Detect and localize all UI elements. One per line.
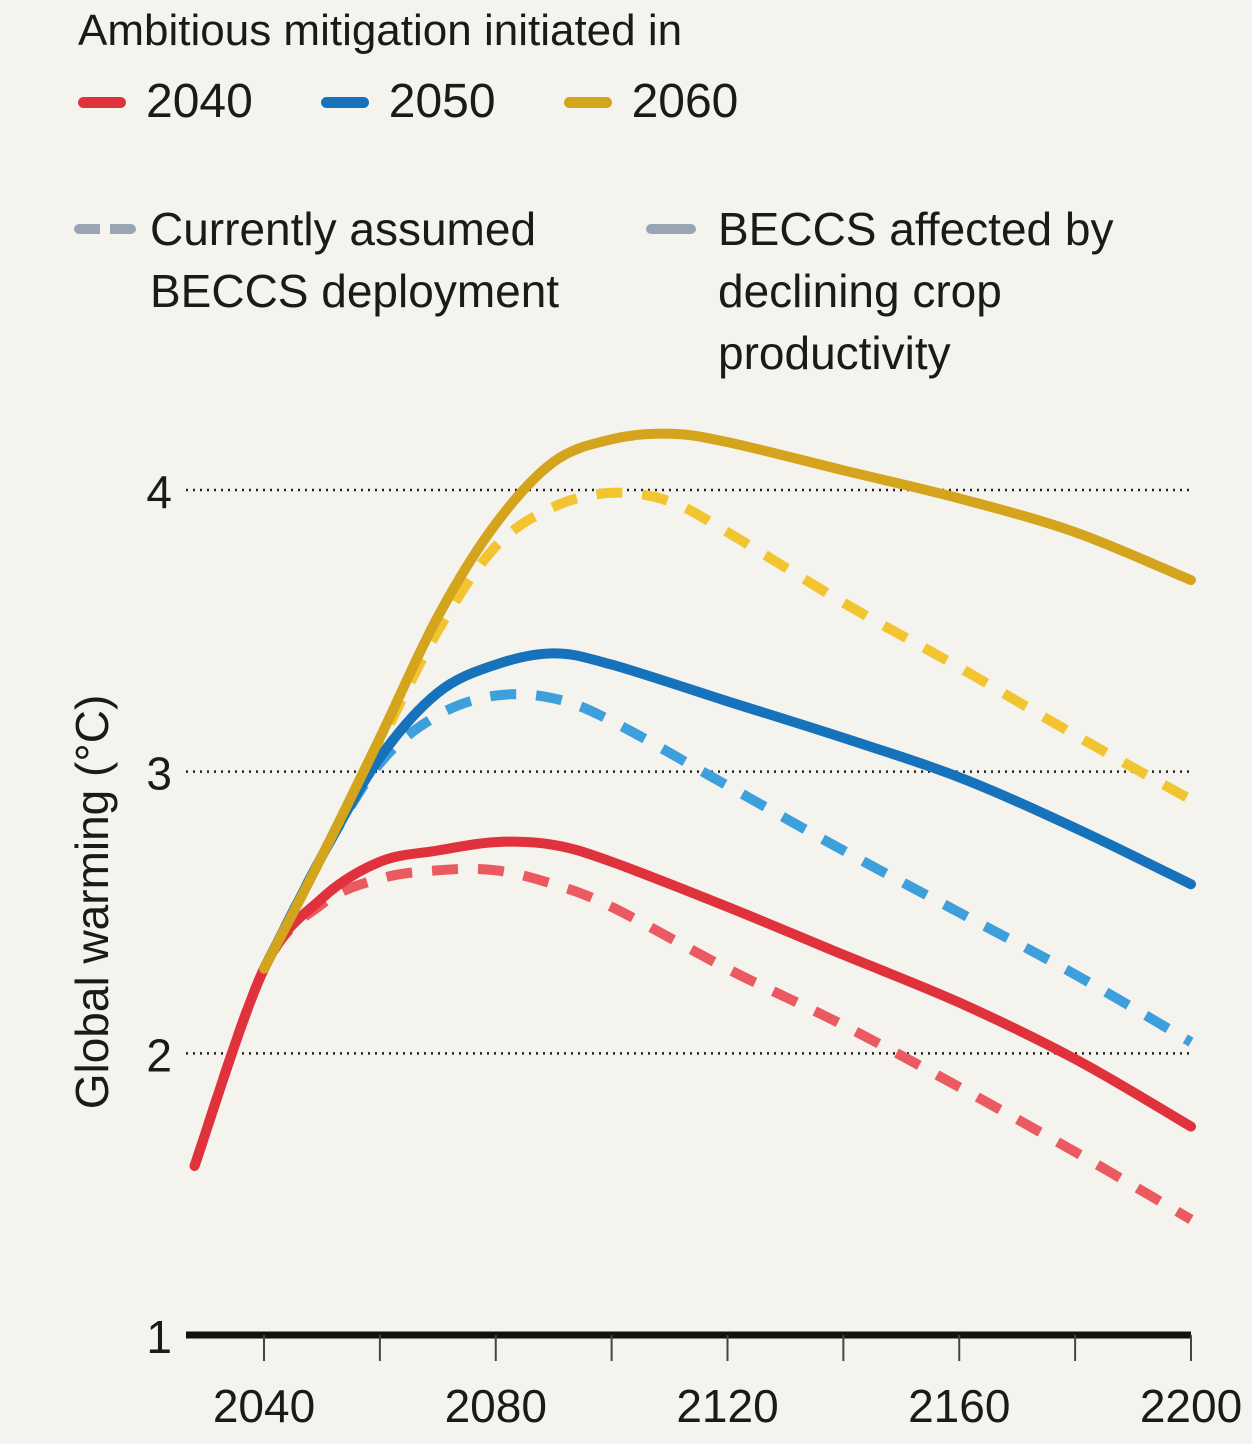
legend-label-2060: 2060 bbox=[631, 75, 739, 128]
x-tick-label-2120: 2120 bbox=[676, 1380, 778, 1432]
solid-line-swatch bbox=[646, 224, 696, 234]
y-tick-label-2: 2 bbox=[146, 1029, 172, 1081]
legend-label-2050: 2050 bbox=[388, 75, 496, 128]
legend-label-declining-crop: BECCS affected by declining crop product… bbox=[718, 203, 1114, 379]
year-legend: 2040 2050 2060 bbox=[78, 74, 806, 130]
legend-label-current-beccs: Currently assumed BECCS deployment bbox=[150, 203, 560, 317]
series-line-2060-solid bbox=[259, 428, 1196, 974]
y-tick-label-3: 3 bbox=[146, 748, 172, 800]
y-tick-label-4: 4 bbox=[146, 466, 172, 518]
legend-swatch-2050 bbox=[320, 96, 369, 108]
legend-swatch-2040 bbox=[78, 96, 126, 108]
series-line-2040-solid bbox=[189, 836, 1196, 1171]
x-tick-label-2160: 2160 bbox=[908, 1380, 1010, 1432]
dashed-line-swatch bbox=[74, 224, 136, 234]
x-tick-label-2040: 2040 bbox=[213, 1380, 315, 1432]
legend-item-2040: 2040 bbox=[78, 74, 253, 130]
y-tick-label-1: 1 bbox=[146, 1311, 172, 1363]
series-line-2050-dashed bbox=[259, 689, 1194, 1047]
series-line-2050-solid bbox=[259, 648, 1196, 974]
legend-item-2050: 2050 bbox=[320, 74, 496, 130]
legend-item-2060: 2060 bbox=[563, 74, 739, 130]
legend-title: Ambitious mitigation initiated in bbox=[78, 6, 683, 55]
x-tick-label-2080: 2080 bbox=[445, 1380, 547, 1432]
legend-swatch-2060 bbox=[563, 96, 612, 108]
x-tick-label-2200: 2200 bbox=[1140, 1380, 1242, 1432]
legend-label-2040: 2040 bbox=[146, 75, 253, 128]
